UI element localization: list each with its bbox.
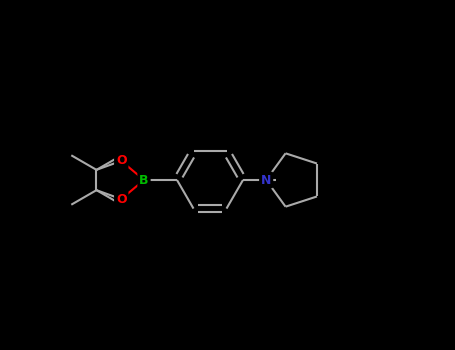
- Text: O: O: [116, 154, 126, 167]
- Text: N: N: [261, 174, 271, 187]
- Text: B: B: [139, 174, 149, 187]
- Text: O: O: [116, 193, 126, 205]
